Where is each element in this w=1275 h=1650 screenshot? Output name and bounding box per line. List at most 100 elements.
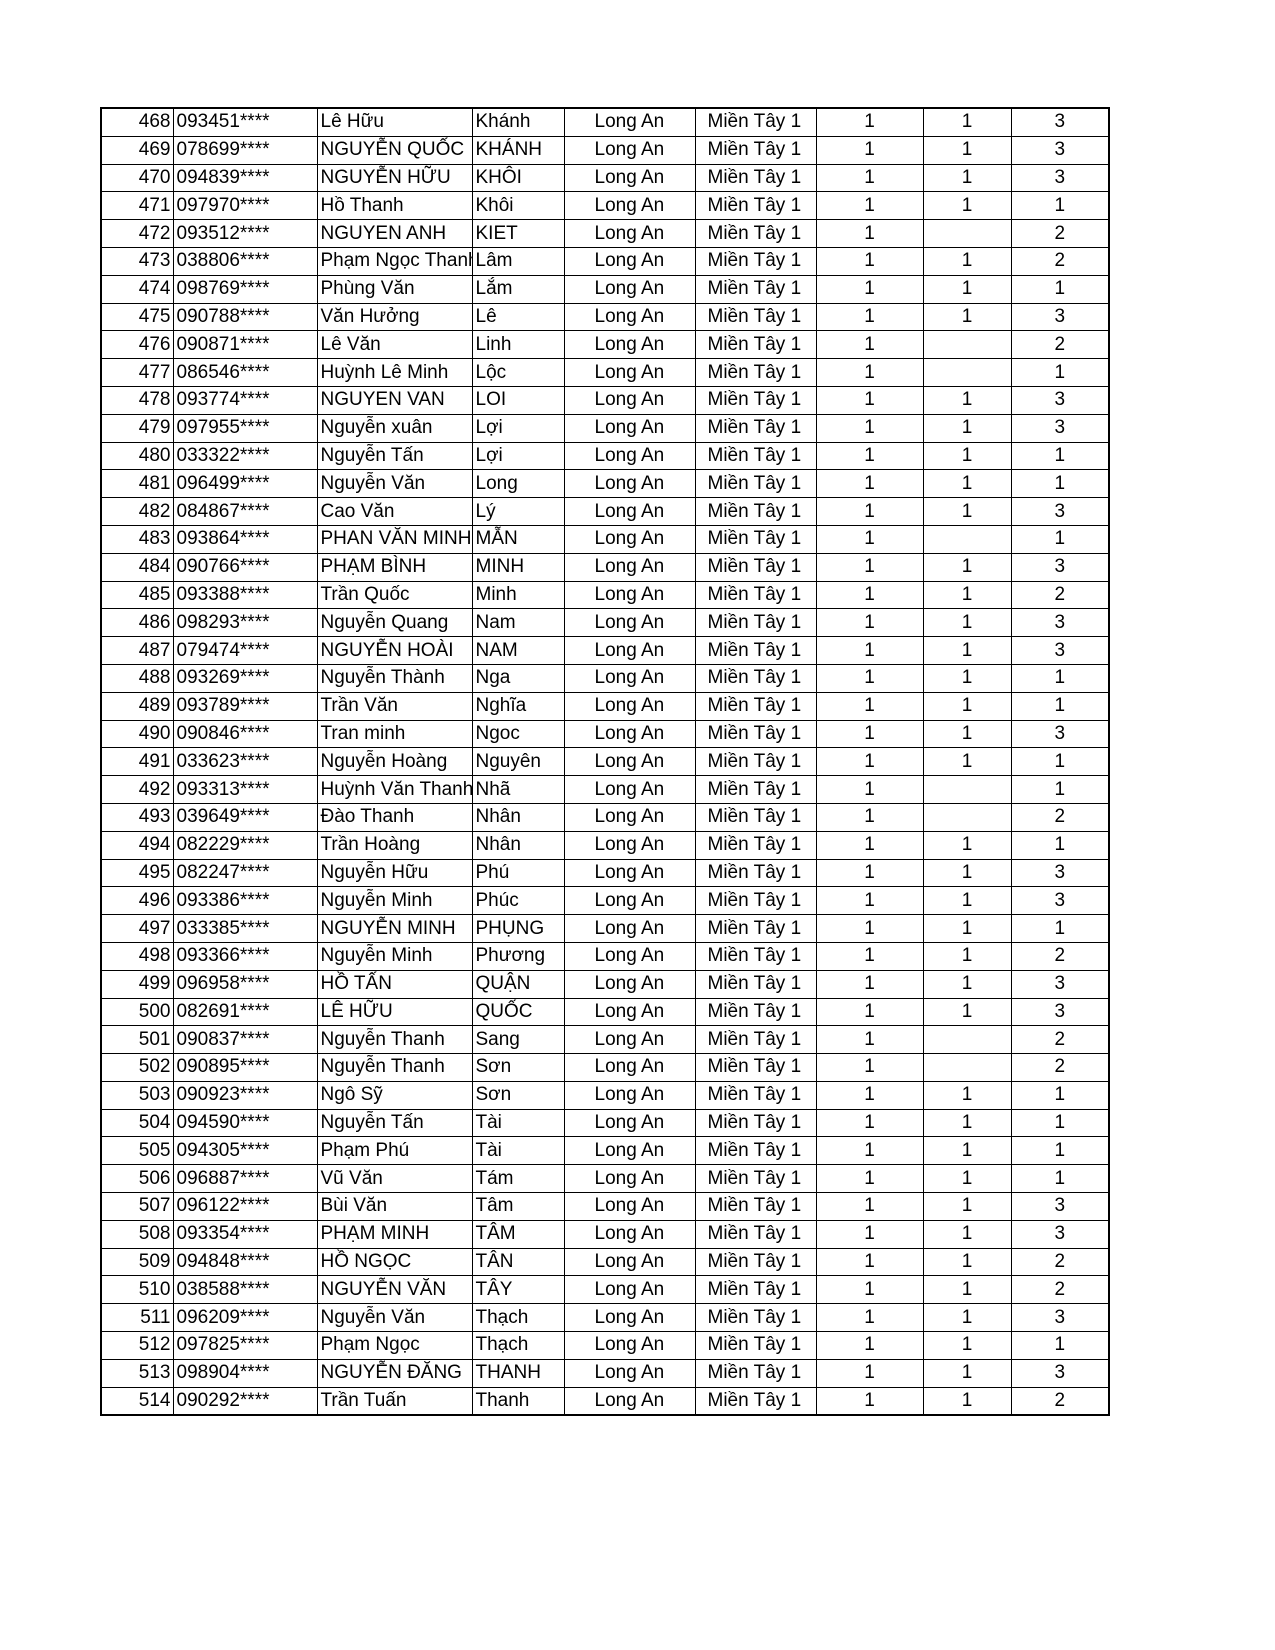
col-a-cell: 1 xyxy=(815,163,924,193)
row-number-cell: 478 xyxy=(100,385,174,415)
col-c-cell: 2 xyxy=(1010,330,1110,360)
last-middle-name-cell: Nguyễn Tấn xyxy=(316,441,473,471)
table-row: 490 090846**** Tran minh Ngoc Long An Miền Tâ… xyxy=(100,719,1110,749)
region-cell: Miền Tây 1 xyxy=(694,1303,817,1333)
col-b-cell: 1 xyxy=(922,747,1012,777)
col-b-cell xyxy=(922,524,1012,554)
col-b-cell: 1 xyxy=(922,497,1012,526)
last-middle-name-cell: Phạm Phú xyxy=(316,1136,473,1166)
col-b-cell: 1 xyxy=(922,1275,1012,1305)
phone-cell: 093451**** xyxy=(172,107,318,137)
province-cell: Long An xyxy=(563,107,696,137)
first-name-cell: Linh xyxy=(471,330,565,360)
phone-cell: 093512**** xyxy=(172,219,318,248)
row-number-cell: 492 xyxy=(100,775,174,804)
col-b-cell: 1 xyxy=(922,858,1012,888)
last-middle-name-cell: NGUYỄN ĐĂNG xyxy=(316,1358,473,1388)
col-c-cell: 1 xyxy=(1010,358,1110,387)
first-name-cell: Lợi xyxy=(471,413,565,443)
table-row: 475 090788**** Văn Hưởng Lê Long An Miền Tây … xyxy=(100,302,1110,332)
phone-cell: 090766**** xyxy=(172,552,318,582)
phone-cell: 093366**** xyxy=(172,941,318,971)
first-name-cell: Nhã xyxy=(471,775,565,804)
col-c-cell: 1 xyxy=(1010,1136,1110,1166)
col-a-cell: 1 xyxy=(815,358,924,387)
last-middle-name-cell: Tran minh xyxy=(316,719,473,749)
col-c-cell: 1 xyxy=(1010,663,1110,693)
first-name-cell: QUẬN xyxy=(471,969,565,999)
first-name-cell: Khánh xyxy=(471,107,565,137)
col-a-cell: 1 xyxy=(815,1164,924,1194)
col-a-cell: 1 xyxy=(815,191,924,221)
row-number-cell: 508 xyxy=(100,1219,174,1249)
region-cell: Miền Tây 1 xyxy=(694,969,817,999)
row-number-cell: 514 xyxy=(100,1386,174,1416)
first-name-cell: Nguyên xyxy=(471,747,565,777)
col-a-cell: 1 xyxy=(815,914,924,943)
last-middle-name-cell: Nguyễn Quang xyxy=(316,608,473,638)
row-number-cell: 501 xyxy=(100,1025,174,1055)
col-a-cell: 1 xyxy=(815,1108,924,1138)
last-middle-name-cell: NGUYỄN HỮU xyxy=(316,163,473,193)
table-row: 472 093512**** NGUYEN ANH KIET Long An Miền T… xyxy=(100,219,1110,248)
last-middle-name-cell: Nguyễn Hữu xyxy=(316,858,473,888)
first-name-cell: Nhân xyxy=(471,830,565,860)
region-cell: Miền Tây 1 xyxy=(694,1331,817,1360)
region-cell: Miền Tây 1 xyxy=(694,1275,817,1305)
col-c-cell: 1 xyxy=(1010,1164,1110,1194)
col-b-cell: 1 xyxy=(922,1219,1012,1249)
phone-cell: 094839**** xyxy=(172,163,318,193)
first-name-cell: THANH xyxy=(471,1358,565,1388)
col-c-cell: 3 xyxy=(1010,1219,1110,1249)
last-middle-name-cell: NGUYEN VAN xyxy=(316,385,473,415)
col-a-cell: 1 xyxy=(815,663,924,693)
col-a-cell: 1 xyxy=(815,747,924,777)
first-name-cell: Tám xyxy=(471,1164,565,1194)
col-c-cell: 2 xyxy=(1010,1247,1110,1277)
col-a-cell: 1 xyxy=(815,886,924,916)
province-cell: Long An xyxy=(563,524,696,554)
table-row: 496 093386**** Nguyễn Minh Phúc Long An Miền … xyxy=(100,886,1110,916)
province-cell: Long An xyxy=(563,1025,696,1055)
data-table: 468 093451**** Lê Hữu Khánh Long An Miền Tây … xyxy=(100,107,1110,1417)
table-row: 497 033385**** NGUYỄN MINH PHỤNG Long An Miền… xyxy=(100,914,1110,943)
province-cell: Long An xyxy=(563,914,696,943)
phone-cell: 090788**** xyxy=(172,302,318,332)
first-name-cell: KHÔI xyxy=(471,163,565,193)
first-name-cell: NAM xyxy=(471,636,565,665)
last-middle-name-cell: Bùi Văn xyxy=(316,1192,473,1221)
region-cell: Miền Tây 1 xyxy=(694,107,817,137)
table-row: 510 038588**** NGUYỄN VĂN TÂY Long An Miền Tâ… xyxy=(100,1275,1110,1305)
col-c-cell: 3 xyxy=(1010,302,1110,332)
table-row: 479 097955**** Nguyễn xuân Lợi Long An Miền T… xyxy=(100,413,1110,443)
first-name-cell: Tâm xyxy=(471,1192,565,1221)
row-number-cell: 472 xyxy=(100,219,174,248)
col-b-cell: 1 xyxy=(922,163,1012,193)
province-cell: Long An xyxy=(563,997,696,1027)
col-b-cell: 1 xyxy=(922,552,1012,582)
row-number-cell: 495 xyxy=(100,858,174,888)
phone-cell: 033385**** xyxy=(172,914,318,943)
col-a-cell: 1 xyxy=(815,107,924,137)
col-a-cell: 1 xyxy=(815,1358,924,1388)
col-c-cell: 1 xyxy=(1010,830,1110,860)
province-cell: Long An xyxy=(563,941,696,971)
row-number-cell: 486 xyxy=(100,608,174,638)
col-a-cell: 1 xyxy=(815,413,924,443)
col-c-cell: 1 xyxy=(1010,191,1110,221)
province-cell: Long An xyxy=(563,552,696,582)
table-row: 505 094305**** Phạm Phú Tài Long An Miền Tây … xyxy=(100,1136,1110,1166)
province-cell: Long An xyxy=(563,1386,696,1416)
region-cell: Miền Tây 1 xyxy=(694,775,817,804)
col-b-cell: 1 xyxy=(922,246,1012,276)
first-name-cell: TÂN xyxy=(471,1247,565,1277)
province-cell: Long An xyxy=(563,135,696,165)
last-middle-name-cell: NGUYỄN VĂN xyxy=(316,1275,473,1305)
first-name-cell: Sang xyxy=(471,1025,565,1055)
row-number-cell: 506 xyxy=(100,1164,174,1194)
phone-cell: 096122**** xyxy=(172,1192,318,1221)
col-a-cell: 1 xyxy=(815,719,924,749)
col-b-cell: 1 xyxy=(922,302,1012,332)
col-a-cell: 1 xyxy=(815,691,924,721)
province-cell: Long An xyxy=(563,1247,696,1277)
